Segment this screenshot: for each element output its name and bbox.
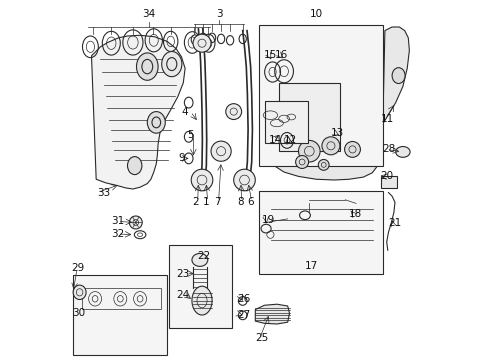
Ellipse shape xyxy=(129,216,142,229)
Bar xyxy=(73,275,167,355)
Ellipse shape xyxy=(318,159,328,170)
Ellipse shape xyxy=(193,34,211,52)
Text: 1: 1 xyxy=(203,197,209,207)
Polygon shape xyxy=(78,281,161,310)
Text: 21: 21 xyxy=(387,218,401,228)
Polygon shape xyxy=(255,304,289,324)
Ellipse shape xyxy=(162,51,182,77)
Bar xyxy=(380,176,396,188)
Ellipse shape xyxy=(391,68,404,84)
Ellipse shape xyxy=(298,140,320,162)
Text: 3: 3 xyxy=(216,9,222,19)
Text: 29: 29 xyxy=(72,263,85,273)
Bar xyxy=(278,83,339,151)
Text: 2: 2 xyxy=(192,197,199,207)
Text: 31: 31 xyxy=(111,216,124,226)
Bar xyxy=(258,25,382,166)
Ellipse shape xyxy=(73,285,86,300)
Text: 28: 28 xyxy=(381,144,394,154)
Text: 15: 15 xyxy=(264,50,277,60)
Text: 32: 32 xyxy=(111,229,124,239)
Polygon shape xyxy=(266,194,377,253)
Text: 18: 18 xyxy=(348,209,362,219)
Text: 7: 7 xyxy=(213,197,220,207)
Text: 8: 8 xyxy=(237,197,244,207)
Ellipse shape xyxy=(192,253,207,266)
Ellipse shape xyxy=(191,169,212,191)
Text: 34: 34 xyxy=(142,9,155,19)
Ellipse shape xyxy=(211,141,231,161)
Bar xyxy=(168,245,231,328)
Polygon shape xyxy=(273,130,379,180)
Ellipse shape xyxy=(344,141,360,157)
Text: 22: 22 xyxy=(197,251,210,261)
Text: 26: 26 xyxy=(237,294,250,304)
Text: 19: 19 xyxy=(261,215,274,225)
Text: 11: 11 xyxy=(381,114,394,124)
Text: 33: 33 xyxy=(97,188,110,198)
Bar xyxy=(258,191,382,274)
Polygon shape xyxy=(381,27,408,124)
Ellipse shape xyxy=(136,53,158,80)
Ellipse shape xyxy=(321,137,339,155)
Text: 30: 30 xyxy=(72,308,84,318)
Text: 6: 6 xyxy=(247,197,253,207)
Bar xyxy=(81,288,161,309)
Text: 13: 13 xyxy=(330,128,344,138)
Ellipse shape xyxy=(395,147,409,157)
Ellipse shape xyxy=(147,112,165,133)
Text: 14: 14 xyxy=(268,135,282,145)
Text: 24: 24 xyxy=(176,290,189,300)
Ellipse shape xyxy=(192,286,212,315)
Text: 10: 10 xyxy=(309,9,323,19)
Text: 27: 27 xyxy=(237,310,250,320)
Bar xyxy=(264,101,307,143)
Text: 4: 4 xyxy=(181,107,188,117)
Text: 5: 5 xyxy=(187,130,194,140)
Polygon shape xyxy=(91,35,185,189)
Text: 9: 9 xyxy=(178,153,184,163)
Ellipse shape xyxy=(233,169,255,191)
Text: 20: 20 xyxy=(380,171,393,181)
Text: 16: 16 xyxy=(275,50,288,60)
Ellipse shape xyxy=(225,104,241,120)
Text: 25: 25 xyxy=(255,333,268,343)
Text: 23: 23 xyxy=(176,269,189,279)
Text: 17: 17 xyxy=(305,261,318,271)
Ellipse shape xyxy=(127,157,142,175)
Text: 12: 12 xyxy=(284,135,297,145)
Ellipse shape xyxy=(295,156,308,168)
